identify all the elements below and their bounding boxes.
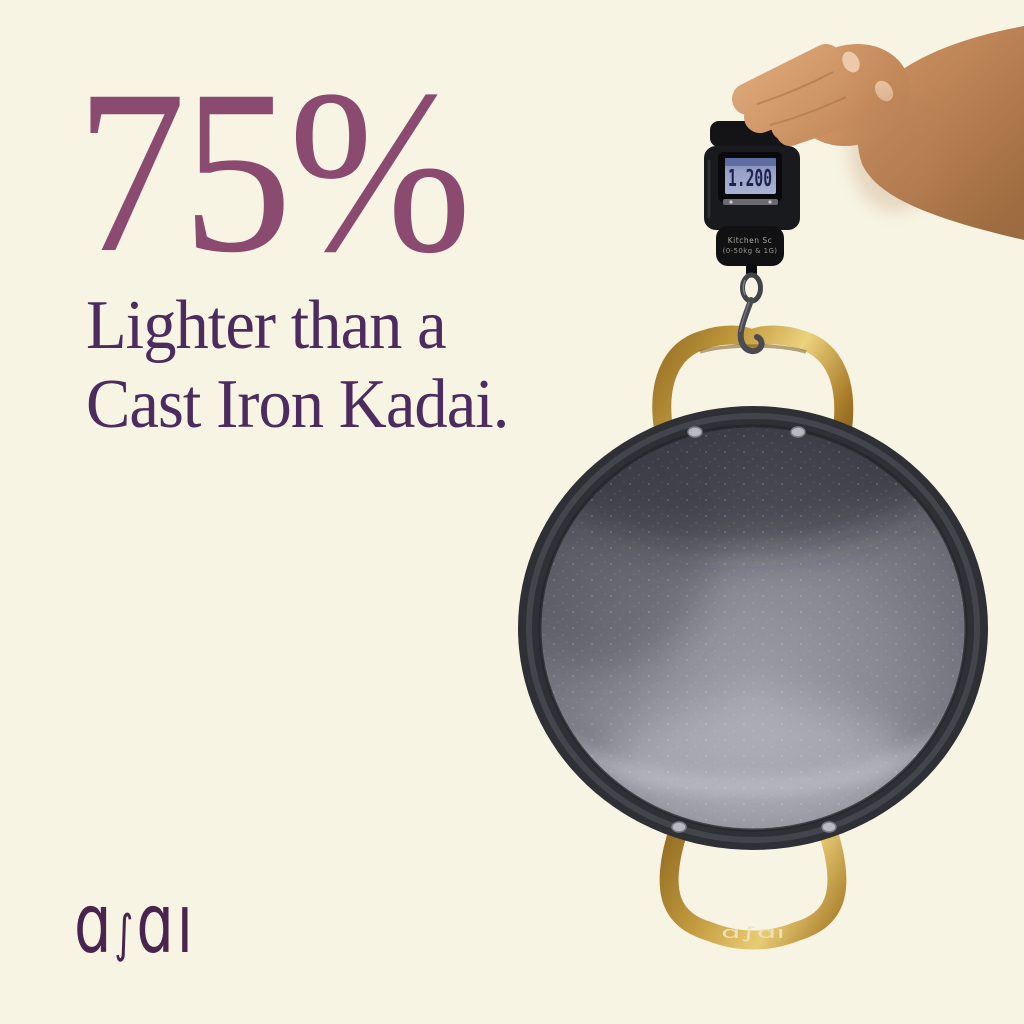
subheadline-line2: Cast Iron Kadai. <box>86 366 509 444</box>
scale-hook <box>737 272 765 355</box>
brand-logo: ɑ∫ɑı <box>74 884 196 966</box>
kadai-bottom-handle <box>659 828 847 950</box>
scale-label-line1: Kitchen Sc <box>728 236 772 245</box>
lcd-screen <box>725 158 776 194</box>
logo-letters-ai: ɑı <box>136 877 196 972</box>
subheadline: Lighter than a Cast Iron Kadai. <box>86 286 509 444</box>
logo-letter-s: ∫ <box>114 904 137 963</box>
scale-label-line2: (0-50kg & 1G) <box>723 247 778 255</box>
hand-arm-photo <box>732 26 1024 240</box>
kadai-top-handle <box>652 325 854 442</box>
scale-lower-body <box>716 226 784 266</box>
kadai-pan: ɑ∫ɑı <box>518 406 988 942</box>
hanging-scale: 1.200 Kitchen Sc (0-50kg & 1G) <box>704 121 801 355</box>
logo-letter-a1: ɑ <box>74 877 115 972</box>
lcd-weight-readout: 1.200 <box>728 166 772 192</box>
headline-percentage: 75% <box>76 41 472 301</box>
handle-engraving-logo: ɑ∫ɑı <box>721 923 785 942</box>
subheadline-line1: Lighter than a <box>86 287 447 364</box>
fingernail <box>842 51 860 73</box>
fingers <box>732 44 868 146</box>
pan-rivets <box>671 426 837 833</box>
